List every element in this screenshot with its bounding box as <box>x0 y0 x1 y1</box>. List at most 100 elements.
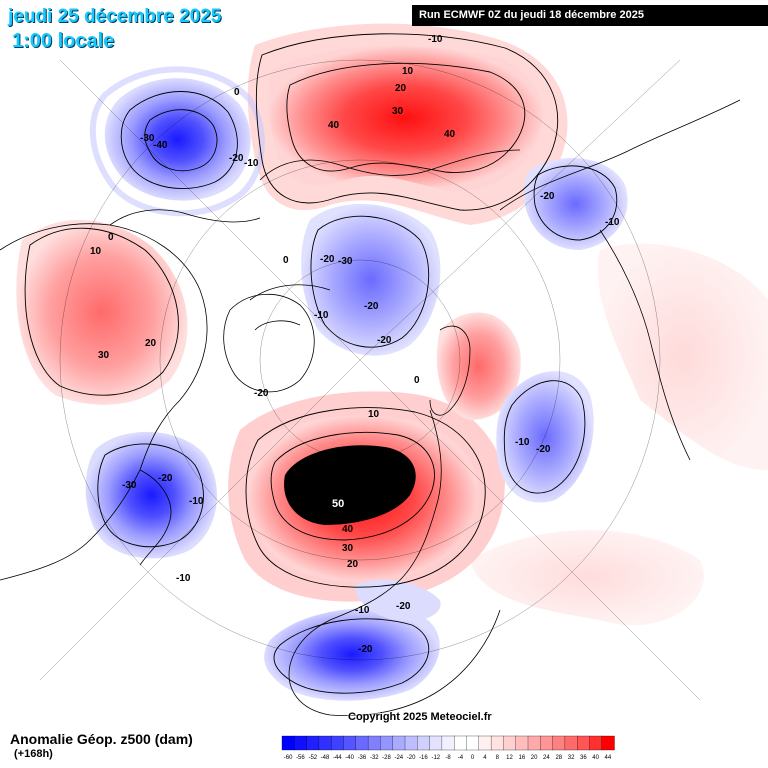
scale-tick-label: 12 <box>506 755 513 761</box>
contour-med-low-10 <box>273 618 430 694</box>
contour-label: 10 <box>368 409 380 420</box>
scale-swatch <box>367 735 381 751</box>
scandinavia-coast <box>429 325 471 416</box>
contour-na-ridge-10 <box>24 227 179 396</box>
contour-label: -20 <box>396 601 411 612</box>
meridian-3 <box>39 359 361 681</box>
scale-swatch <box>343 735 357 751</box>
pacific-ridge-core <box>268 45 543 191</box>
scale-swatch <box>380 735 394 751</box>
contour-label: -10 <box>314 310 329 321</box>
scale-tick-label: -4 <box>458 755 464 761</box>
central-asia-low <box>496 371 594 503</box>
greenland-coast <box>223 293 315 393</box>
alaska-coast <box>109 209 261 226</box>
scale-swatch <box>503 735 517 751</box>
contour-label: -20 <box>158 473 173 484</box>
southern-asia-weak-positive-area <box>470 530 704 626</box>
scale-tick-label: -32 <box>370 755 379 761</box>
scale-swatch <box>318 735 332 751</box>
scale-tick-label: 0 <box>471 755 475 761</box>
scale-tick-label: -16 <box>419 755 428 761</box>
contour-us-low-20 <box>97 443 204 548</box>
north-africa-weak-low <box>355 580 441 622</box>
contour-label: 0 <box>283 255 289 266</box>
scale-swatch <box>478 735 492 751</box>
meridian-2 <box>359 59 681 361</box>
mediterranean-low <box>264 608 440 701</box>
contour-label: -20 <box>377 335 392 346</box>
scale-tick-label: -40 <box>345 755 354 761</box>
north-pacific-low <box>104 78 251 201</box>
scale-tick-label: -8 <box>445 755 451 761</box>
scale-swatch <box>294 735 308 751</box>
contour-label: -20 <box>358 644 373 655</box>
contour-lines <box>24 33 618 694</box>
contour-pacific-ridge-10 <box>255 33 559 211</box>
contour-label: -20 <box>320 254 335 265</box>
contour-label: -20 <box>254 388 269 399</box>
contour-east-asia-low-10 <box>533 165 618 241</box>
contour-label: 40 <box>444 129 456 140</box>
east-asia-low <box>523 158 628 250</box>
copyright-notice: Copyright 2025 Meteociel.fr <box>348 711 492 723</box>
asia-weak-positive-area <box>598 243 768 470</box>
scale-tick-label: 28 <box>555 755 562 761</box>
contour-arctic-low-10 <box>310 215 430 348</box>
contour-label: -10 <box>355 605 370 616</box>
gulf-coast <box>139 469 172 566</box>
lead-time: (+168h) <box>14 748 53 760</box>
contour-pacific-ridge-30 <box>286 62 526 173</box>
contour-central-asia-low-10 <box>503 380 586 494</box>
contour-label: -20 <box>364 301 379 312</box>
bering-coast <box>259 149 521 181</box>
scale-swatch <box>466 735 480 751</box>
contour-label: -10 <box>244 158 259 169</box>
contour-label: 30 <box>392 106 404 117</box>
scale-tick-label: 16 <box>519 755 526 761</box>
north-america-coast <box>0 223 208 581</box>
color-scale: -60 -56 -52 -48 -44 -40 -36 -32 -28 -24 -20 -16 -12-… <box>281 735 615 761</box>
contour-label: -10 <box>189 496 204 507</box>
contour-atlantic-block-40 <box>270 432 435 541</box>
contour-label: -10 <box>605 217 620 228</box>
contour-label: -20 <box>540 191 555 202</box>
scale-tick-label: 32 <box>568 755 575 761</box>
latitude-circle-outer <box>59 59 661 661</box>
scale-swatch <box>490 735 504 751</box>
contour-label: 30 <box>98 350 110 361</box>
run-info-banner: Run ECMWF 0Z du jeudi 18 décembre 2025 <box>412 5 768 26</box>
asia-coast <box>499 99 741 461</box>
contour-label: 10 <box>90 246 102 257</box>
scale-tick-label: -12 <box>431 755 440 761</box>
scale-tick-label: 44 <box>605 755 612 761</box>
anomaly-shading <box>16 23 768 701</box>
scale-tick-label: -20 <box>407 755 416 761</box>
scale-swatch <box>515 735 529 751</box>
contour-pacific-low-20 <box>120 91 238 189</box>
local-time: 1:00 locale <box>12 30 115 52</box>
contour-atlantic-block-20 <box>245 407 486 588</box>
scale-tick-label: -52 <box>308 755 317 761</box>
scale-swatch <box>540 735 554 751</box>
map-title: Anomalie Géop. z500 (dam) <box>10 731 193 747</box>
scale-swatch <box>429 735 443 751</box>
north-pacific-low-outer <box>89 66 265 217</box>
coastlines <box>0 99 741 716</box>
scale-swatch <box>601 735 615 751</box>
scale-tick-label: -24 <box>394 755 403 761</box>
scale-swatch <box>589 735 603 751</box>
europe-coast <box>288 409 501 716</box>
scale-swatch <box>404 735 418 751</box>
contour-label: 0 <box>414 375 420 386</box>
eastern-us-low <box>85 431 217 559</box>
contour-label: -30 <box>122 480 137 491</box>
forecast-date: jeudi 25 décembre 2025 <box>8 6 222 27</box>
contour-label: 0 <box>234 87 240 98</box>
atlantic-block-extreme <box>284 445 416 525</box>
scale-swatch <box>441 735 455 751</box>
latitude-circle-mid <box>159 159 561 561</box>
contour-label: 40 <box>342 524 354 535</box>
